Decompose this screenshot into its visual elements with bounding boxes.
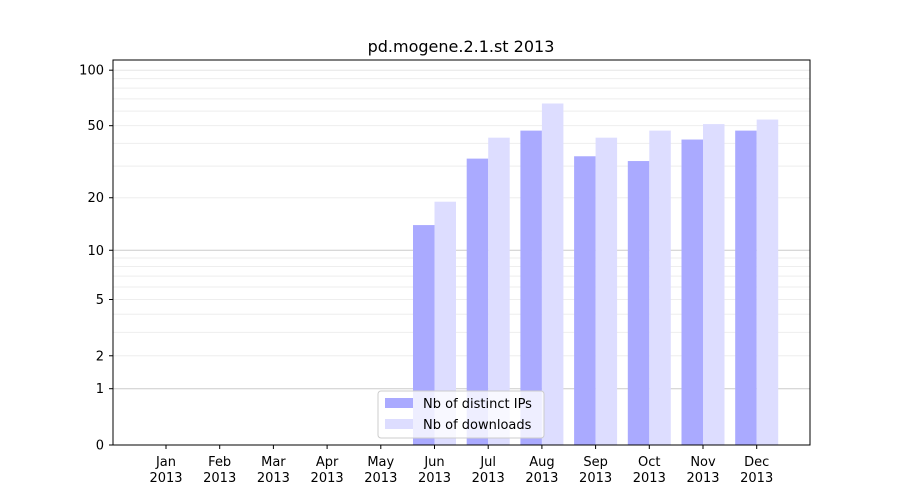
y-tick-label: 0 xyxy=(96,439,104,454)
bar-downloads-5 xyxy=(434,201,456,445)
x-tick-label: 2013 xyxy=(740,471,773,486)
x-tick-label: 2013 xyxy=(311,471,344,486)
bar-distinct-ips-8 xyxy=(574,156,596,445)
bars xyxy=(413,103,779,446)
bar-distinct-ips-9 xyxy=(627,161,650,445)
y-axis: 0 1 2 5 10 20 50 100 xyxy=(79,64,113,454)
x-tick-label: Aug xyxy=(529,455,554,470)
x-tick-label: Jan xyxy=(155,455,176,470)
x-tick-label: 2013 xyxy=(203,471,236,486)
x-tick-label: 2013 xyxy=(418,471,451,486)
y-tick-label: 1 xyxy=(96,382,104,397)
bar-downloads-6 xyxy=(488,137,510,445)
bar-distinct-ips-7 xyxy=(520,130,542,445)
x-tick-label: Mar xyxy=(261,455,286,470)
plot-frame xyxy=(112,59,811,446)
x-tick-label: 2013 xyxy=(579,471,612,486)
x-axis: Jan2013Feb2013Mar2013Apr2013May2013Jun20… xyxy=(149,445,773,486)
chart-title: pd.mogene.2.1.st 2013 xyxy=(368,37,555,56)
legend-swatch-downloads xyxy=(385,419,413,429)
x-tick-label: Dec xyxy=(744,455,769,470)
bar-distinct-ips-10 xyxy=(681,139,703,446)
legend: Nb of distinct IPs Nb of downloads xyxy=(377,390,545,439)
bar-downloads-7 xyxy=(541,103,564,445)
legend-label-downloads: Nb of downloads xyxy=(423,418,532,433)
x-tick-label: 2013 xyxy=(364,471,397,486)
y-tick-label: 50 xyxy=(87,119,104,134)
bar-downloads-10 xyxy=(703,124,725,446)
x-tick-label: Jun xyxy=(423,455,444,470)
x-tick-label: Nov xyxy=(690,455,716,470)
x-tick-label: 2013 xyxy=(149,471,182,486)
x-tick-label: 2013 xyxy=(525,471,558,486)
y-tick-label: 5 xyxy=(96,293,104,308)
x-tick-label: 2013 xyxy=(472,471,505,486)
x-tick-label: Sep xyxy=(583,455,608,470)
x-tick-label: Apr xyxy=(316,455,339,470)
x-tick-label: 2013 xyxy=(257,471,290,486)
bar-downloads-9 xyxy=(649,130,671,445)
legend-label-ips: Nb of distinct IPs xyxy=(423,397,532,412)
legend-box xyxy=(377,390,545,439)
bar-distinct-ips-6 xyxy=(466,158,489,445)
x-tick-label: 2013 xyxy=(686,471,719,486)
x-tick-label: May xyxy=(367,455,394,470)
bar-distinct-ips-11 xyxy=(735,130,757,445)
bar-distinct-ips-5 xyxy=(413,225,435,445)
legend-swatch-ips xyxy=(385,398,413,408)
x-tick-label: Jul xyxy=(479,455,496,470)
x-tick-label: Feb xyxy=(208,455,231,470)
bar-downloads-8 xyxy=(595,137,618,445)
y-tick-label: 20 xyxy=(87,191,104,206)
y-tick-label: 2 xyxy=(96,349,104,364)
y-tick-label: 100 xyxy=(79,64,104,79)
bar-downloads-11 xyxy=(756,119,779,445)
y-tick-label: 10 xyxy=(87,244,104,259)
gridlines xyxy=(113,69,810,390)
x-tick-label: Oct xyxy=(638,455,660,470)
x-tick-label: 2013 xyxy=(633,471,666,486)
